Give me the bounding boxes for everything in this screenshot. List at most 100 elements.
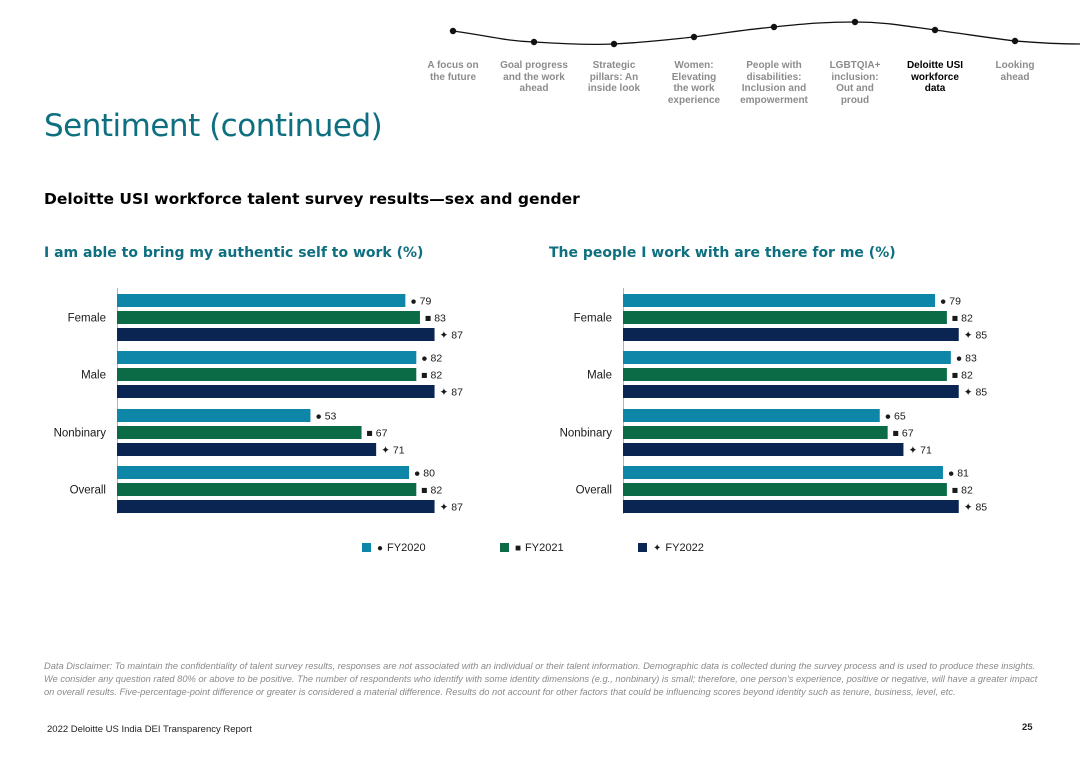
bar-male-fy2021	[117, 368, 417, 381]
category-label-male: Male	[81, 370, 106, 382]
category-label-nonbinary: Nonbinary	[54, 428, 107, 440]
legend-swatch-fy2021	[500, 543, 509, 552]
bar-female-fy2021	[117, 311, 420, 324]
data-label-female-fy2020: ● 79	[940, 296, 961, 308]
nav-item-label-line: Goal progress	[500, 60, 568, 71]
nav-item-label-line: ahead	[1000, 71, 1030, 83]
legend-marker-fy2021: ■	[515, 543, 522, 554]
data-label-female-fy2022: ✦ 87	[440, 330, 464, 342]
data-label-overall-fy2022: ✦ 87	[440, 502, 464, 514]
bar-male-fy2022	[117, 385, 435, 398]
category-label-male: Male	[587, 370, 612, 382]
legend-swatch-fy2020	[362, 543, 371, 552]
nav-dot-women-elevating-the-work-experience[interactable]	[690, 33, 698, 41]
bar-nonbinary-fy2022	[117, 443, 377, 456]
category-label-overall: Overall	[70, 485, 106, 497]
nav-dot-people-with-disabilities-inclusion-and-empowerment[interactable]	[770, 23, 778, 31]
data-label-female-fy2021: ■ 83	[425, 313, 446, 325]
bar-nonbinary-fy2020	[117, 409, 311, 422]
legend-label-fy2021: FY2021	[525, 542, 564, 554]
data-label-female-fy2022: ✦ 85	[964, 330, 988, 342]
data-label-overall-fy2020: ● 80	[414, 468, 435, 480]
nav-item-label-line: and the work	[503, 71, 565, 83]
nav-item-label-line: Strategic	[592, 60, 636, 71]
data-label-nonbinary-fy2021: ■ 67	[367, 428, 388, 440]
nav-item-label-line: data	[924, 83, 946, 94]
nav-item-label-line: pillars: An	[589, 71, 639, 83]
nav-item-label-line: experience	[667, 94, 721, 106]
legend-label-fy2020: FY2020	[387, 542, 426, 554]
bar-nonbinary-fy2021	[117, 426, 362, 439]
data-label-overall-fy2021: ■ 82	[421, 485, 442, 497]
legend-label-fy2022: FY2022	[665, 542, 704, 554]
section-nav-wave-line	[452, 21, 1080, 46]
nav-item-label-line: the future	[429, 71, 477, 83]
survey-heading: Deloitte USI workforce talent survey res…	[44, 190, 580, 208]
nav-dot-strategic-pillars-an-inside-look[interactable]	[610, 40, 618, 48]
legend-item-fy2021: ■ FY2021	[500, 541, 564, 556]
data-label-female-fy2020: ● 79	[410, 296, 431, 308]
data-label-male-fy2020: ● 82	[421, 353, 442, 365]
data-label-nonbinary-fy2021: ■ 67	[893, 428, 914, 440]
nav-item-label-line: disabilities:	[746, 71, 802, 83]
data-label-nonbinary-fy2020: ● 65	[885, 411, 906, 423]
bar-overall-fy2021	[117, 483, 417, 496]
nav-item-women-elevating-the-work-experience[interactable]: Women: Elevating the work experience	[652, 60, 736, 106]
section-nav-track	[449, 18, 1080, 48]
data-label-male-fy2021: ■ 82	[421, 370, 442, 382]
nav-dot-goal-progress-and-the-work-ahead[interactable]	[530, 38, 538, 46]
nav-dot-deloitte-usi-workforce-data[interactable]	[931, 26, 939, 34]
nav-item-deloitte-usi-workforce-data[interactable]: Deloitte USI workforce data	[893, 60, 977, 95]
chart-plot-authentic-self: Female ● 79 ■ 83 ✦ 87 Male ● 82 ■ 82 ✦ 87 Nonbin…	[54, 288, 464, 514]
category-label-nonbinary: Nonbinary	[560, 428, 613, 440]
nav-item-label-line: Elevating	[671, 71, 717, 83]
nav-item-a-focus-on-the-future[interactable]: A focus on the future	[411, 60, 495, 83]
nav-item-goal-progress-and-the-work-ahead[interactable]: Goal progress and the work ahead	[492, 60, 576, 95]
bar-overall-fy2020	[117, 466, 409, 479]
bar-female-fy2021	[623, 311, 947, 324]
nav-item-lgbtqia-inclusion-out-and-proud[interactable]: LGBTQIA+ inclusion: Out and proud	[813, 60, 897, 106]
page-number: 25	[1022, 722, 1033, 733]
page-title: Sentiment (continued)	[44, 108, 383, 144]
nav-item-looking-ahead[interactable]: Looking ahead	[973, 60, 1057, 83]
data-label-overall-fy2021: ■ 82	[952, 485, 973, 497]
nav-item-label-line: A focus on	[427, 60, 479, 71]
legend-swatch-fy2022	[638, 543, 647, 552]
nav-item-strategic-pillars-an-inside-look[interactable]: Strategic pillars: An inside look	[572, 60, 656, 95]
nav-item-label-line: empowerment	[740, 94, 808, 106]
nav-dot-lgbtqia-inclusion-out-and-proud[interactable]	[851, 18, 859, 26]
nav-item-label-line: ahead	[519, 83, 549, 94]
data-label-nonbinary-fy2022: ✦ 71	[908, 445, 932, 457]
bar-nonbinary-fy2020	[623, 409, 880, 422]
legend-item-fy2020: ● FY2020	[362, 541, 426, 556]
data-label-female-fy2021: ■ 82	[952, 313, 973, 325]
nav-item-people-with-disabilities-inclusion-and-empowerment[interactable]: People with disabilities: Inclusion and emp…	[732, 60, 816, 106]
bar-male-fy2020	[117, 351, 417, 364]
nav-item-label-line: Women:	[674, 60, 714, 71]
nav-item-label-line: Deloitte USI	[906, 60, 964, 71]
nav-item-label-line: People with	[746, 60, 802, 71]
nav-item-label-line: workforce	[911, 71, 959, 83]
chart-title-authentic-self: I am able to bring my authentic self to …	[44, 245, 424, 261]
nav-item-label-line: the work	[673, 83, 715, 94]
nav-dot-looking-ahead[interactable]	[1011, 37, 1019, 45]
nav-item-label-line: LGBTQIA+	[829, 60, 881, 71]
bar-male-fy2022	[623, 385, 959, 398]
data-label-overall-fy2022: ✦ 85	[964, 502, 988, 514]
data-label-male-fy2021: ■ 82	[952, 370, 973, 382]
data-label-overall-fy2020: ● 81	[948, 468, 969, 480]
nav-item-label-line: Looking	[995, 60, 1035, 71]
chart-plot-people-there-for-me: Female ● 79 ■ 82 ✦ 85 Male ● 83 ■ 82 ✦ 85 Nonbin…	[560, 288, 988, 514]
bar-overall-fy2022	[117, 500, 435, 513]
nav-item-label-line: Out and	[836, 83, 874, 94]
chart-title-people-there-for-me: The people I work with are there for me …	[549, 245, 896, 261]
nav-dot-a-focus-on-the-future[interactable]	[449, 27, 457, 35]
bar-overall-fy2021	[623, 483, 947, 496]
bar-female-fy2020	[623, 294, 936, 307]
category-label-female: Female	[574, 313, 612, 325]
legend-marker-fy2020: ●	[377, 543, 384, 554]
data-label-male-fy2022: ✦ 85	[964, 387, 988, 399]
nav-item-label-line: Inclusion and	[741, 83, 807, 94]
data-label-male-fy2022: ✦ 87	[440, 387, 464, 399]
category-label-overall: Overall	[576, 485, 612, 497]
